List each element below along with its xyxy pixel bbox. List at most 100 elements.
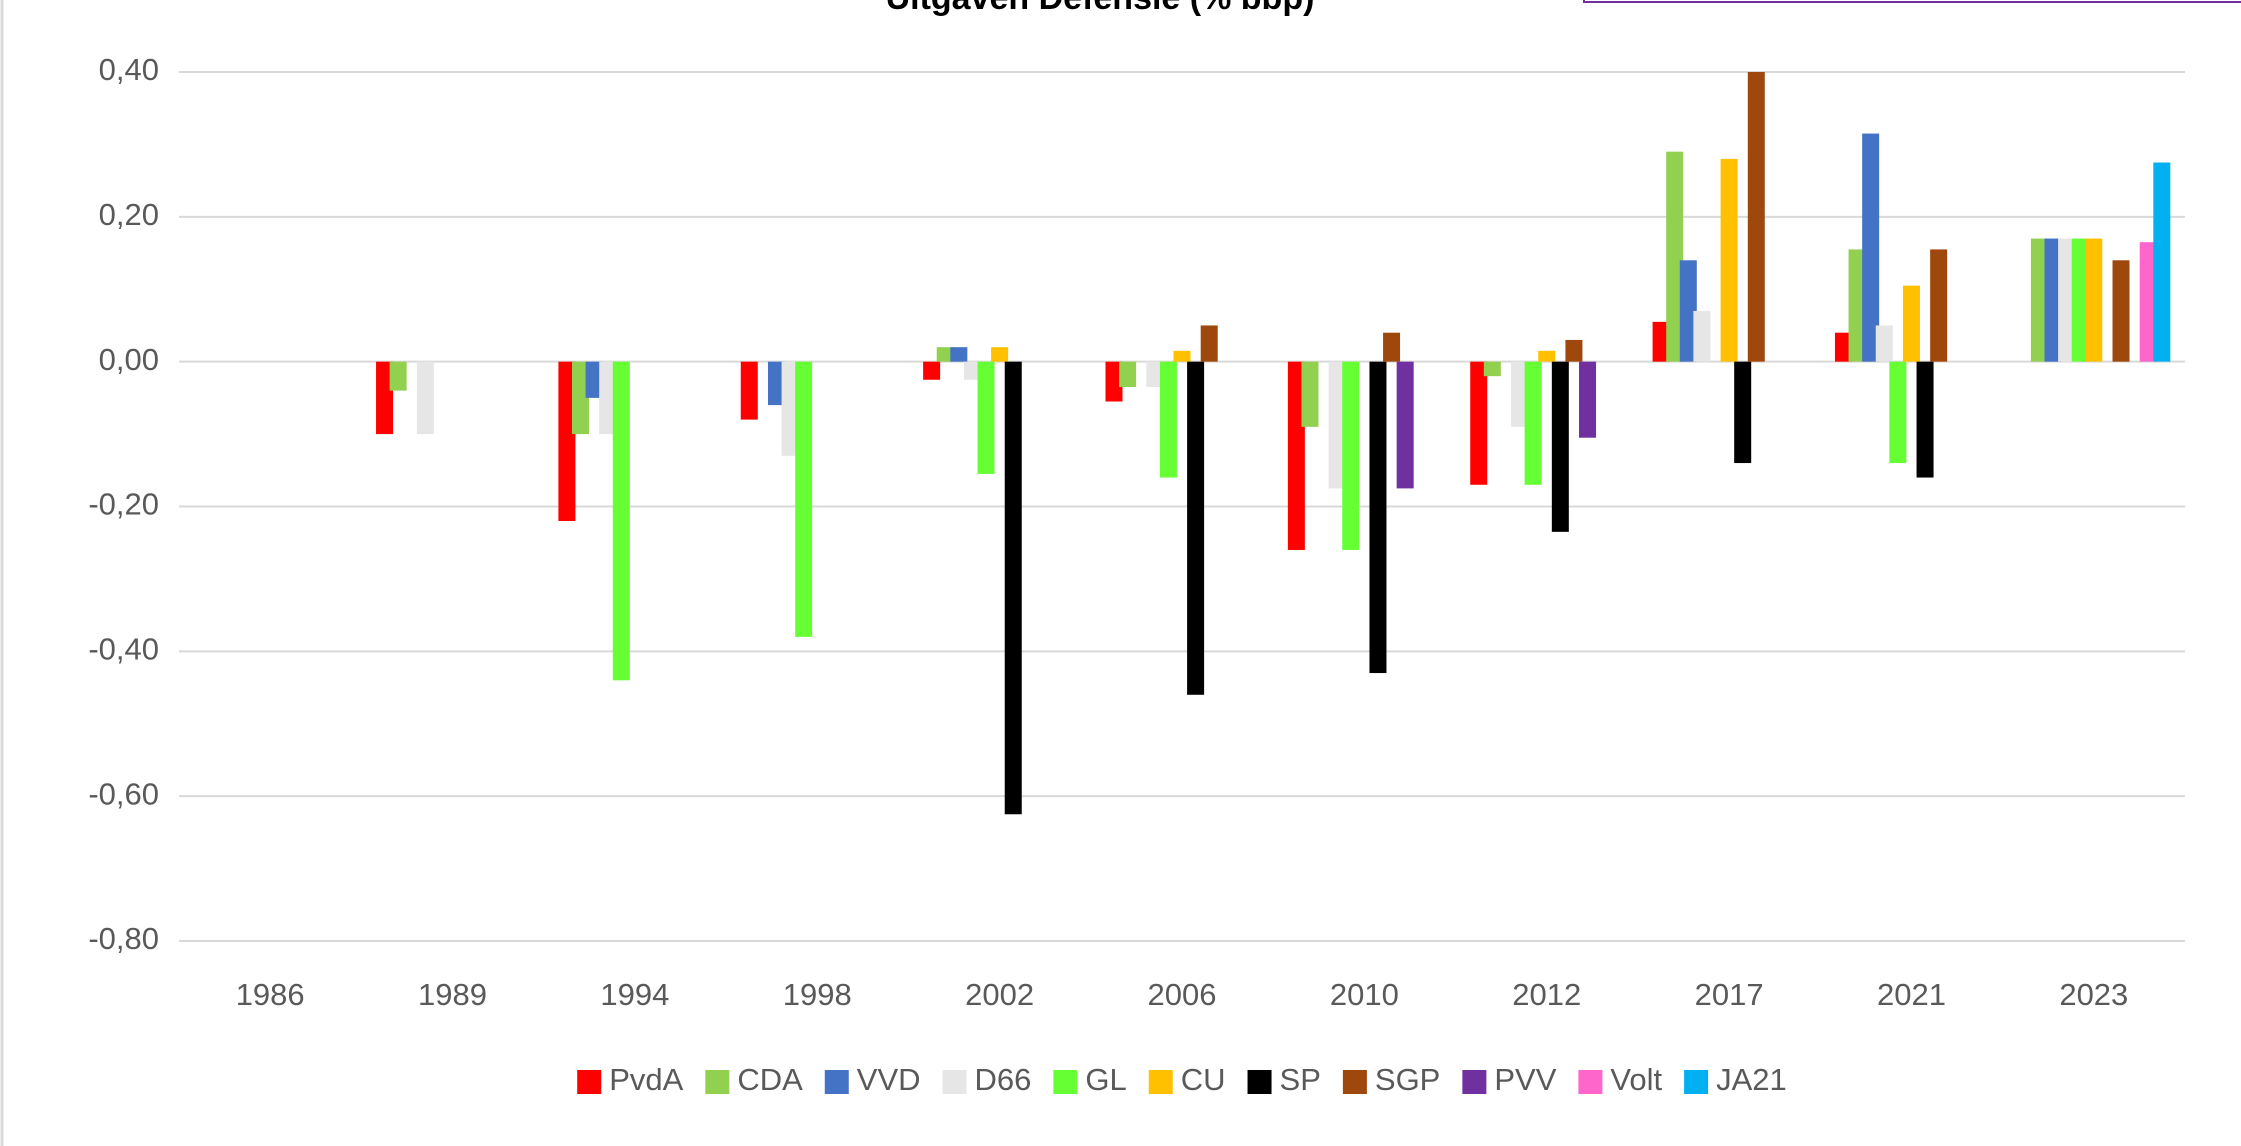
legend-swatch bbox=[942, 1070, 967, 1094]
legend-swatch bbox=[1148, 1070, 1173, 1094]
x-tick-label: 1998 bbox=[783, 977, 852, 1012]
bar bbox=[1004, 361, 1022, 815]
legend-label: GL bbox=[1085, 1062, 1126, 1097]
bar bbox=[1146, 361, 1164, 388]
bar bbox=[416, 361, 434, 435]
bar bbox=[1916, 361, 1934, 478]
bar bbox=[1383, 332, 1401, 362]
bar bbox=[1187, 361, 1205, 695]
bar bbox=[558, 361, 576, 521]
bar bbox=[2085, 238, 2103, 362]
legend-swatch bbox=[1342, 1070, 1367, 1094]
legend-label: VVD bbox=[857, 1062, 921, 1097]
x-tick-label: 2017 bbox=[1695, 977, 1764, 1012]
bar bbox=[1105, 361, 1123, 402]
bar bbox=[1287, 361, 1305, 550]
legend-swatch bbox=[1247, 1070, 1272, 1094]
bar bbox=[1470, 361, 1488, 485]
legend-label: JA21 bbox=[1716, 1062, 1787, 1097]
bar bbox=[2044, 238, 2062, 362]
bar bbox=[1301, 361, 1319, 427]
bar bbox=[2153, 162, 2171, 362]
bar bbox=[1693, 310, 1711, 362]
bar bbox=[572, 361, 590, 435]
bar bbox=[1679, 260, 1697, 362]
bar bbox=[2030, 238, 2048, 362]
legend-swatch bbox=[1684, 1070, 1709, 1094]
bar bbox=[1848, 249, 1866, 362]
bar bbox=[1173, 350, 1191, 362]
bar bbox=[1511, 361, 1529, 427]
legend-label: SGP bbox=[1375, 1062, 1440, 1097]
y-tick-label: 0,00 bbox=[99, 342, 159, 377]
bar bbox=[1159, 361, 1177, 478]
legend-label: PVV bbox=[1494, 1062, 1556, 1097]
bar bbox=[1538, 350, 1556, 362]
overlay-box bbox=[1583, 0, 2241, 3]
bar bbox=[1834, 332, 1852, 362]
bar bbox=[599, 361, 617, 435]
bar bbox=[1579, 361, 1597, 438]
bar bbox=[1889, 361, 1907, 464]
bar bbox=[2139, 242, 2157, 362]
bar bbox=[1342, 361, 1360, 550]
bar bbox=[612, 361, 630, 681]
bar bbox=[585, 361, 603, 398]
x-tick-label: 1989 bbox=[418, 977, 487, 1012]
bar bbox=[1328, 361, 1346, 489]
legend-swatch bbox=[705, 1070, 730, 1094]
bar bbox=[977, 361, 995, 474]
y-tick-label: -0,40 bbox=[88, 632, 159, 667]
bar bbox=[767, 361, 785, 406]
bar bbox=[1396, 361, 1414, 489]
legend-swatch bbox=[1053, 1070, 1078, 1094]
bar bbox=[1483, 361, 1501, 377]
y-tick-label: 0,40 bbox=[99, 52, 159, 87]
bar bbox=[1747, 72, 1765, 362]
bar bbox=[2058, 238, 2076, 362]
bar bbox=[950, 347, 968, 362]
bar bbox=[1930, 249, 1948, 362]
bar bbox=[936, 347, 954, 362]
bar bbox=[923, 361, 941, 380]
bar bbox=[781, 361, 799, 456]
bar bbox=[2071, 238, 2089, 362]
bar bbox=[1734, 361, 1752, 464]
y-tick-label: 0,20 bbox=[99, 197, 159, 232]
y-tick-label: -0,60 bbox=[88, 776, 159, 811]
x-tick-label: 2010 bbox=[1330, 977, 1399, 1012]
y-tick-label: -0,80 bbox=[88, 921, 159, 956]
legend-swatch bbox=[824, 1070, 849, 1094]
bar bbox=[795, 361, 813, 637]
x-tick-label: 2012 bbox=[1512, 977, 1581, 1012]
bar bbox=[1369, 361, 1387, 674]
x-tick-label: 2023 bbox=[2059, 977, 2128, 1012]
bar bbox=[1902, 285, 1920, 362]
bar bbox=[1652, 321, 1670, 362]
bar bbox=[376, 361, 394, 435]
bar bbox=[1200, 325, 1218, 362]
bar bbox=[2112, 260, 2130, 362]
bar bbox=[1119, 361, 1137, 388]
legend-swatch bbox=[1578, 1070, 1603, 1094]
x-tick-label: 2021 bbox=[1877, 977, 1946, 1012]
bar bbox=[740, 361, 758, 420]
legend-label: SP bbox=[1280, 1062, 1321, 1097]
legend-label: CU bbox=[1181, 1062, 1226, 1097]
legend-label: Volt bbox=[1610, 1062, 1662, 1097]
bar bbox=[1524, 361, 1542, 485]
chart-title: Uitgaven Defensie (% bbp) bbox=[886, 0, 1315, 17]
y-tick-label: -0,20 bbox=[88, 487, 159, 522]
x-tick-label: 2002 bbox=[965, 977, 1034, 1012]
bar bbox=[389, 361, 407, 391]
legend-label: D66 bbox=[975, 1062, 1032, 1097]
bar bbox=[1875, 325, 1893, 362]
bar bbox=[1720, 158, 1738, 362]
bar bbox=[963, 361, 981, 380]
x-tick-label: 2006 bbox=[1148, 977, 1217, 1012]
legend-swatch bbox=[577, 1070, 602, 1094]
bar bbox=[991, 347, 1009, 362]
legend-label: PvdA bbox=[609, 1062, 683, 1097]
